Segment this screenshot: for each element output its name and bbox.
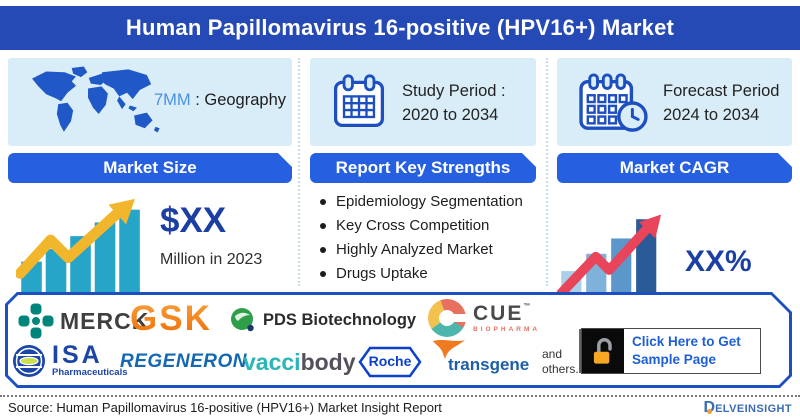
study-period-text: Study Period : 2020 to 2034 — [402, 80, 506, 128]
delveinsight-d: D — [703, 399, 716, 416]
forecast-period-text: Forecast Period 2024 to 2034 — [663, 80, 779, 128]
market-cagr-chart-row: XX% — [557, 193, 792, 303]
isa-icon — [11, 343, 47, 379]
study-period-box: Study Period : 2020 to 2034 — [310, 58, 536, 146]
sample-button-line1: Click Here to Get — [632, 333, 741, 349]
market-size-chart-row: $XX Million in 2023 — [8, 193, 292, 303]
roche-label: Roche — [368, 353, 412, 369]
transgene-logo: transgene — [432, 341, 529, 375]
world-map-icon — [32, 66, 160, 133]
forecast-period-box: Forecast Period 2024 to 2034 — [557, 58, 792, 146]
regeneron-label: REGENERON — [120, 351, 247, 372]
geography-box: 7MM : Geography — [8, 58, 292, 146]
sample-button-line2: Sample Page — [632, 352, 717, 367]
forecast-period-line1: Forecast Period — [663, 82, 780, 100]
merck-icon — [18, 303, 54, 339]
roche-logo: Roche — [358, 345, 422, 379]
study-period-line2: 2020 to 2034 — [402, 105, 499, 124]
market-cagr-banner: Market CAGR — [557, 153, 792, 183]
isa-label: ISA — [52, 341, 103, 370]
page-title: Human Papillomavirus 16-positive (HPV16+… — [0, 6, 800, 50]
study-period-line1: Study Period : — [402, 82, 506, 100]
sample-button-label: Click Here to Get Sample Page — [624, 329, 760, 373]
geography-text: : Geography — [190, 91, 286, 109]
isa-sublabel: Pharmaceuticals — [52, 366, 128, 378]
pds-biotechnology-logo: PDS Biotechnology — [230, 307, 416, 333]
list-item: Drugs Uptake — [318, 265, 536, 282]
report-key-strengths-banner: Report Key Strengths — [310, 153, 536, 183]
report-key-strengths-banner-text: Report Key Strengths — [335, 158, 511, 177]
roche-hexagon-icon — [358, 345, 422, 379]
column-divider — [546, 58, 548, 286]
companies-panel-border: MERCK GSK PDS Biotechnology CUE™ BIOPHAR… — [5, 292, 792, 388]
pds-label: PDS Biotechnology — [263, 310, 417, 329]
cue-trademark: ™ — [523, 303, 533, 310]
market-cagr-value: XX% — [685, 245, 752, 278]
gsk-label: GSK — [130, 299, 212, 338]
calendar-icon — [333, 74, 385, 128]
cue-icon — [428, 299, 466, 337]
and-others-text: and others... — [542, 347, 586, 376]
lock-icon — [582, 329, 624, 373]
vaccibody-label-part1: vacci — [243, 349, 301, 375]
market-size-banner-text: Market Size — [103, 158, 197, 177]
cue-biopharma-logo: CUE™ BIOPHARMA — [428, 299, 540, 337]
market-size-caption: Million in 2023 — [160, 251, 263, 268]
calendar-clock-icon — [579, 73, 648, 132]
geography-market-size-column: 7MM : Geography Market Size $XX Million … — [8, 58, 292, 293]
column-divider — [298, 58, 300, 286]
delveinsight-text: ELVEINSIGHT — [715, 403, 792, 415]
gsk-logo: GSK — [130, 299, 212, 339]
transgene-label: transgene — [448, 355, 530, 374]
page-title-text: Human Papillomavirus 16-positive (HPV16+… — [125, 15, 675, 40]
delveinsight-logo: D ELVEINSIGHT — [704, 399, 793, 417]
isa-pharmaceuticals-logo: ISA Pharmaceuticals — [11, 343, 128, 379]
geography-label: 7MM : Geography — [154, 91, 286, 110]
merck-logo: MERCK — [18, 303, 149, 339]
sample-page-button[interactable]: Click Here to Get Sample Page — [581, 328, 761, 374]
growth-bar-chart-icon — [16, 198, 140, 293]
geography-value: 7MM — [153, 91, 191, 109]
market-size-banner: Market Size — [8, 153, 292, 183]
cue-label: CUE — [473, 302, 524, 325]
list-item: Epidemiology Segmentation — [318, 193, 536, 210]
vaccibody-logo: vacci body — [243, 349, 356, 376]
list-item: Key Cross Competition — [318, 217, 536, 234]
market-cagr-banner-text: Market CAGR — [619, 158, 730, 177]
companies-panel: MERCK GSK PDS Biotechnology CUE™ BIOPHAR… — [8, 295, 789, 385]
cue-sublabel: BIOPHARMA — [473, 326, 541, 333]
list-item: Highly Analyzed Market — [318, 241, 536, 258]
forecast-cagr-column: Forecast Period 2024 to 2034 Market CAGR… — [557, 58, 792, 297]
forecast-period-line2: 2024 to 2034 — [663, 105, 760, 124]
market-size-value: $XX — [160, 201, 227, 240]
vaccibody-label-part2: body — [300, 349, 356, 375]
study-period-strengths-column: Study Period : 2020 to 2034 Report Key S… — [310, 58, 536, 288]
pds-icon — [230, 307, 256, 333]
regeneron-logo: REGENERON — [120, 351, 247, 373]
merck-label: MERCK — [60, 307, 150, 334]
brand-dot-icon — [706, 409, 712, 414]
footer-divider — [0, 395, 800, 397]
cagr-bar-chart-icon — [557, 214, 662, 297]
key-strengths-list: Epidemiology Segmentation Key Cross Comp… — [310, 193, 536, 282]
transgene-swoosh-icon — [432, 339, 466, 365]
source-text: Source: Human Papillomavirus 16-positive… — [8, 400, 442, 415]
